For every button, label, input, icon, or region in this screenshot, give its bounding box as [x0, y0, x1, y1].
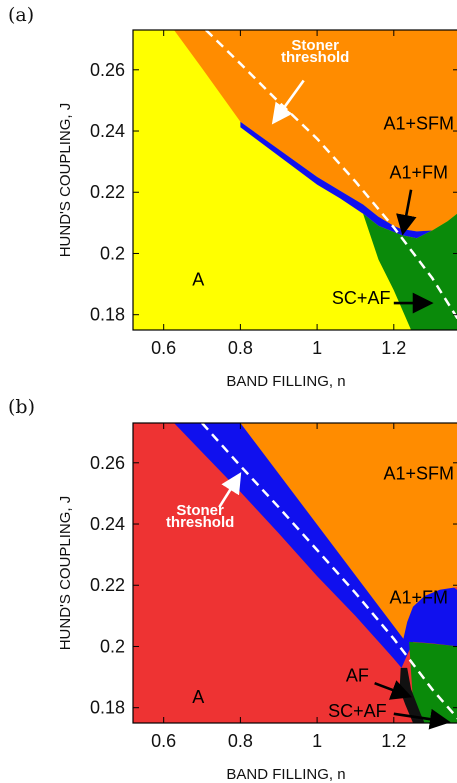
region-annotation: A1+FM — [389, 588, 448, 608]
annotation-arrow — [271, 79, 305, 125]
y-tick-label: 0.24 — [90, 121, 125, 141]
region-annotation: threshold — [166, 514, 234, 531]
region-annotation: Stoner — [176, 502, 224, 519]
x-axis-label: BAND FILLING, n — [226, 373, 345, 390]
phase-region-SC-AF — [363, 213, 457, 330]
phase-region-SC-AF — [409, 641, 457, 723]
panel-a-letter: (a) — [8, 4, 35, 26]
region-annotation: threshold — [281, 49, 349, 66]
y-tick-label: 0.22 — [90, 575, 125, 595]
panel-a-chart: 0.6 0.8 1 1.2 0.18 0.2 0.22 0.24 0.26 BAND FILLIN… — [57, 29, 457, 390]
x-tick-label: 0.8 — [228, 338, 253, 358]
region-annotation: SC+AF — [332, 288, 391, 308]
phase-region-A1-SFM — [240, 423, 457, 639]
plot-frame — [132, 29, 457, 331]
plot-area — [133, 30, 457, 330]
region-annotation: AF — [346, 666, 369, 686]
x-tick-label: 1.2 — [381, 338, 406, 358]
y-axis-label: HUND'S COUPLING, J — [57, 496, 74, 651]
region-annotation: SC+AF — [328, 701, 387, 721]
annotation-arrow — [396, 189, 417, 236]
x-tick-label: 0.6 — [151, 731, 176, 751]
y-tick-label: 0.18 — [90, 305, 125, 325]
x-tick-label: 1 — [312, 338, 322, 358]
region-annotation: Stoner — [291, 37, 339, 54]
x-tick-label: 1.2 — [381, 731, 406, 751]
region-annotation: A — [192, 687, 204, 707]
y-tick-label: 0.22 — [90, 182, 125, 202]
annotation-arrow — [218, 472, 242, 508]
region-annotation: A1+SFM — [383, 113, 454, 133]
annotation-arrow — [374, 680, 413, 700]
y-tick-label: 0.24 — [90, 514, 125, 534]
y-tick-label: 0.26 — [90, 60, 125, 80]
region-annotation: A1+FM — [389, 162, 448, 182]
region-annotation: A1+SFM — [383, 464, 454, 484]
x-axis-label: BAND FILLING, n — [226, 766, 345, 783]
panel-b-letter: (b) — [8, 396, 35, 418]
y-axis-label: HUND'S COUPLING, J — [57, 103, 74, 258]
stoner-threshold-line — [201, 423, 457, 720]
stoner-threshold-line — [205, 30, 457, 320]
x-tick-label: 0.6 — [151, 338, 176, 358]
annotation-arrow — [393, 708, 451, 730]
y-tick-label: 0.26 — [90, 453, 125, 473]
plot-frame — [132, 422, 457, 724]
x-tick-label: 0.8 — [228, 731, 253, 751]
x-tick-label: 1 — [312, 731, 322, 751]
phase-region-A1-SFM — [174, 30, 457, 232]
y-tick-label: 0.2 — [100, 636, 125, 656]
panel-b-chart: 0.6 0.8 1 1.2 0.18 0.2 0.22 0.24 0.26 BAND FILLIN… — [57, 422, 457, 783]
region-annotation: A — [192, 270, 204, 290]
y-tick-label: 0.18 — [90, 698, 125, 718]
y-tick-label: 0.2 — [100, 243, 125, 263]
